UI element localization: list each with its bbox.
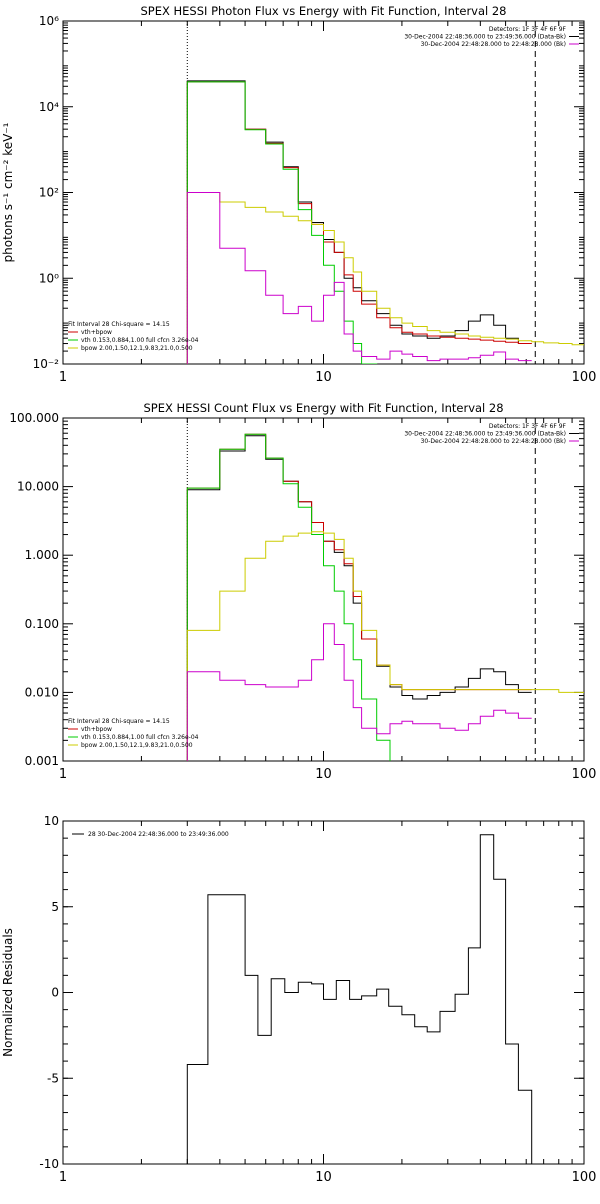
count-legend-text: Fit Interval 28 Chi-square = 14.15 — [68, 718, 170, 725]
count-y-tick-label: 10.000 — [17, 480, 59, 494]
count-y-tick-label: 1.000 — [25, 548, 59, 562]
count-y-tick-label: 0.010 — [25, 685, 59, 699]
photon-y-tick-label: 10⁰ — [39, 271, 59, 285]
count-series-bk — [186, 623, 532, 761]
count-y-tick-label: 0.001 — [25, 754, 59, 768]
photon-y-tick-label: 10⁶ — [39, 14, 59, 28]
count-series-group — [186, 433, 584, 761]
resid-y-tick-label: 10 — [44, 814, 59, 828]
count-x-tick-label: 1 — [59, 767, 67, 782]
photon-series-bk — [186, 192, 532, 364]
count-series-data — [186, 435, 532, 761]
resid-x-tick-label: 1 — [59, 1170, 67, 1185]
resid-x-tick-label: 100 — [572, 1170, 597, 1185]
count-series-bpow — [186, 531, 584, 761]
photon-y-tick-label: 10⁴ — [39, 100, 59, 114]
photon-series-vth — [186, 81, 378, 364]
resid-series-data — [186, 834, 544, 1164]
photon-plot: 1 10 100 10⁻² 10⁰ 10² 10⁴ 10⁶ SPEX HESSI Photon … — [1, 4, 596, 385]
photon-y-tick-label: 10⁻² — [33, 357, 60, 371]
count-y-tick-label: 0.100 — [25, 617, 59, 631]
resid-y-tick-label: 0 — [51, 986, 59, 1000]
photon-series-bpow — [186, 192, 584, 364]
count-x-tick-label: 100 — [572, 767, 597, 782]
photon-series-data — [186, 80, 532, 364]
resid-y-tick-label: -10 — [39, 1157, 59, 1171]
resid-plot: 1 10 100 -10 -5 0 5 10 Normalized Residuals 28 30… — [1, 814, 596, 1185]
count-legend-topright-text: 30-Dec-2004 22:48:36.000 to 23:49:36.000… — [404, 431, 566, 438]
resid-y-axis-label: Normalized Residuals — [1, 928, 15, 1057]
photon-legend-text: vth+bpow — [81, 329, 112, 336]
photon-legend-text: bpow 2.00,1.50,12.1,9.83,21.0,0.500 — [81, 345, 193, 352]
photon-x-tick-label: 100 — [572, 370, 597, 385]
resid-series-group — [186, 834, 544, 1164]
count-x-tick-label: 10 — [315, 767, 332, 782]
resid-y-tick-label: -5 — [47, 1071, 59, 1085]
count-title: SPEX HESSI Count Flux vs Energy with Fit… — [143, 401, 503, 415]
photon-x-tick-label: 1 — [59, 370, 67, 385]
resid-legend-text: 28 30-Dec-2004 22:48:36.000 to 23:49:36.… — [88, 831, 229, 838]
count-legend-text: bpow 2.00,1.50,12.1,9.83,21.0,0.500 — [81, 742, 193, 749]
photon-legend-text: vth 0.153,0.884,1.00 full cfcn 3.26e-04 — [81, 337, 199, 344]
photon-series-group — [186, 80, 584, 364]
count-series-vth — [186, 433, 391, 761]
count-series-fit — [186, 433, 532, 761]
count-legend-topright-text: 30-Dec-2004 22:48:28.000 to 22:48:28.000… — [421, 438, 566, 445]
resid-x-tick-label: 10 — [315, 1170, 332, 1185]
photon-legend-topright-text: 30-Dec-2004 22:48:28.000 to 22:48:28.000… — [421, 41, 566, 48]
photon-legend-topright-text: 30-Dec-2004 22:48:36.000 to 23:49:36.000… — [404, 34, 566, 41]
photon-x-tick-label: 10 — [315, 370, 332, 385]
count-y-tick-label: 100.000 — [9, 411, 59, 425]
photon-y-tick-label: 10² — [39, 186, 59, 200]
count-legend-text: vth 0.153,0.884,1.00 full cfcn 3.26e-04 — [81, 734, 199, 741]
photon-title: SPEX HESSI Photon Flux vs Energy with Fi… — [140, 4, 506, 18]
photon-legend-text: Fit Interval 28 Chi-square = 14.15 — [68, 321, 170, 328]
count-legend-text: vth+bpow — [81, 726, 112, 733]
photon-series-fit — [186, 81, 532, 364]
count-legend-topright-text: Detectors: 1F 3F 4F 6F 9F — [489, 423, 567, 430]
photon-legend-topright-text: Detectors: 1F 3F 4F 6F 9F — [489, 26, 567, 33]
count-plot: 1 10 100 0.001 0.010 0.100 1.000 10.000 100.000 S… — [9, 401, 596, 782]
resid-y-tick-label: 5 — [51, 900, 59, 914]
count-axes-frame — [62, 417, 585, 762]
photon-y-axis-label: photons s⁻¹ cm⁻² keV⁻¹ — [1, 122, 15, 262]
